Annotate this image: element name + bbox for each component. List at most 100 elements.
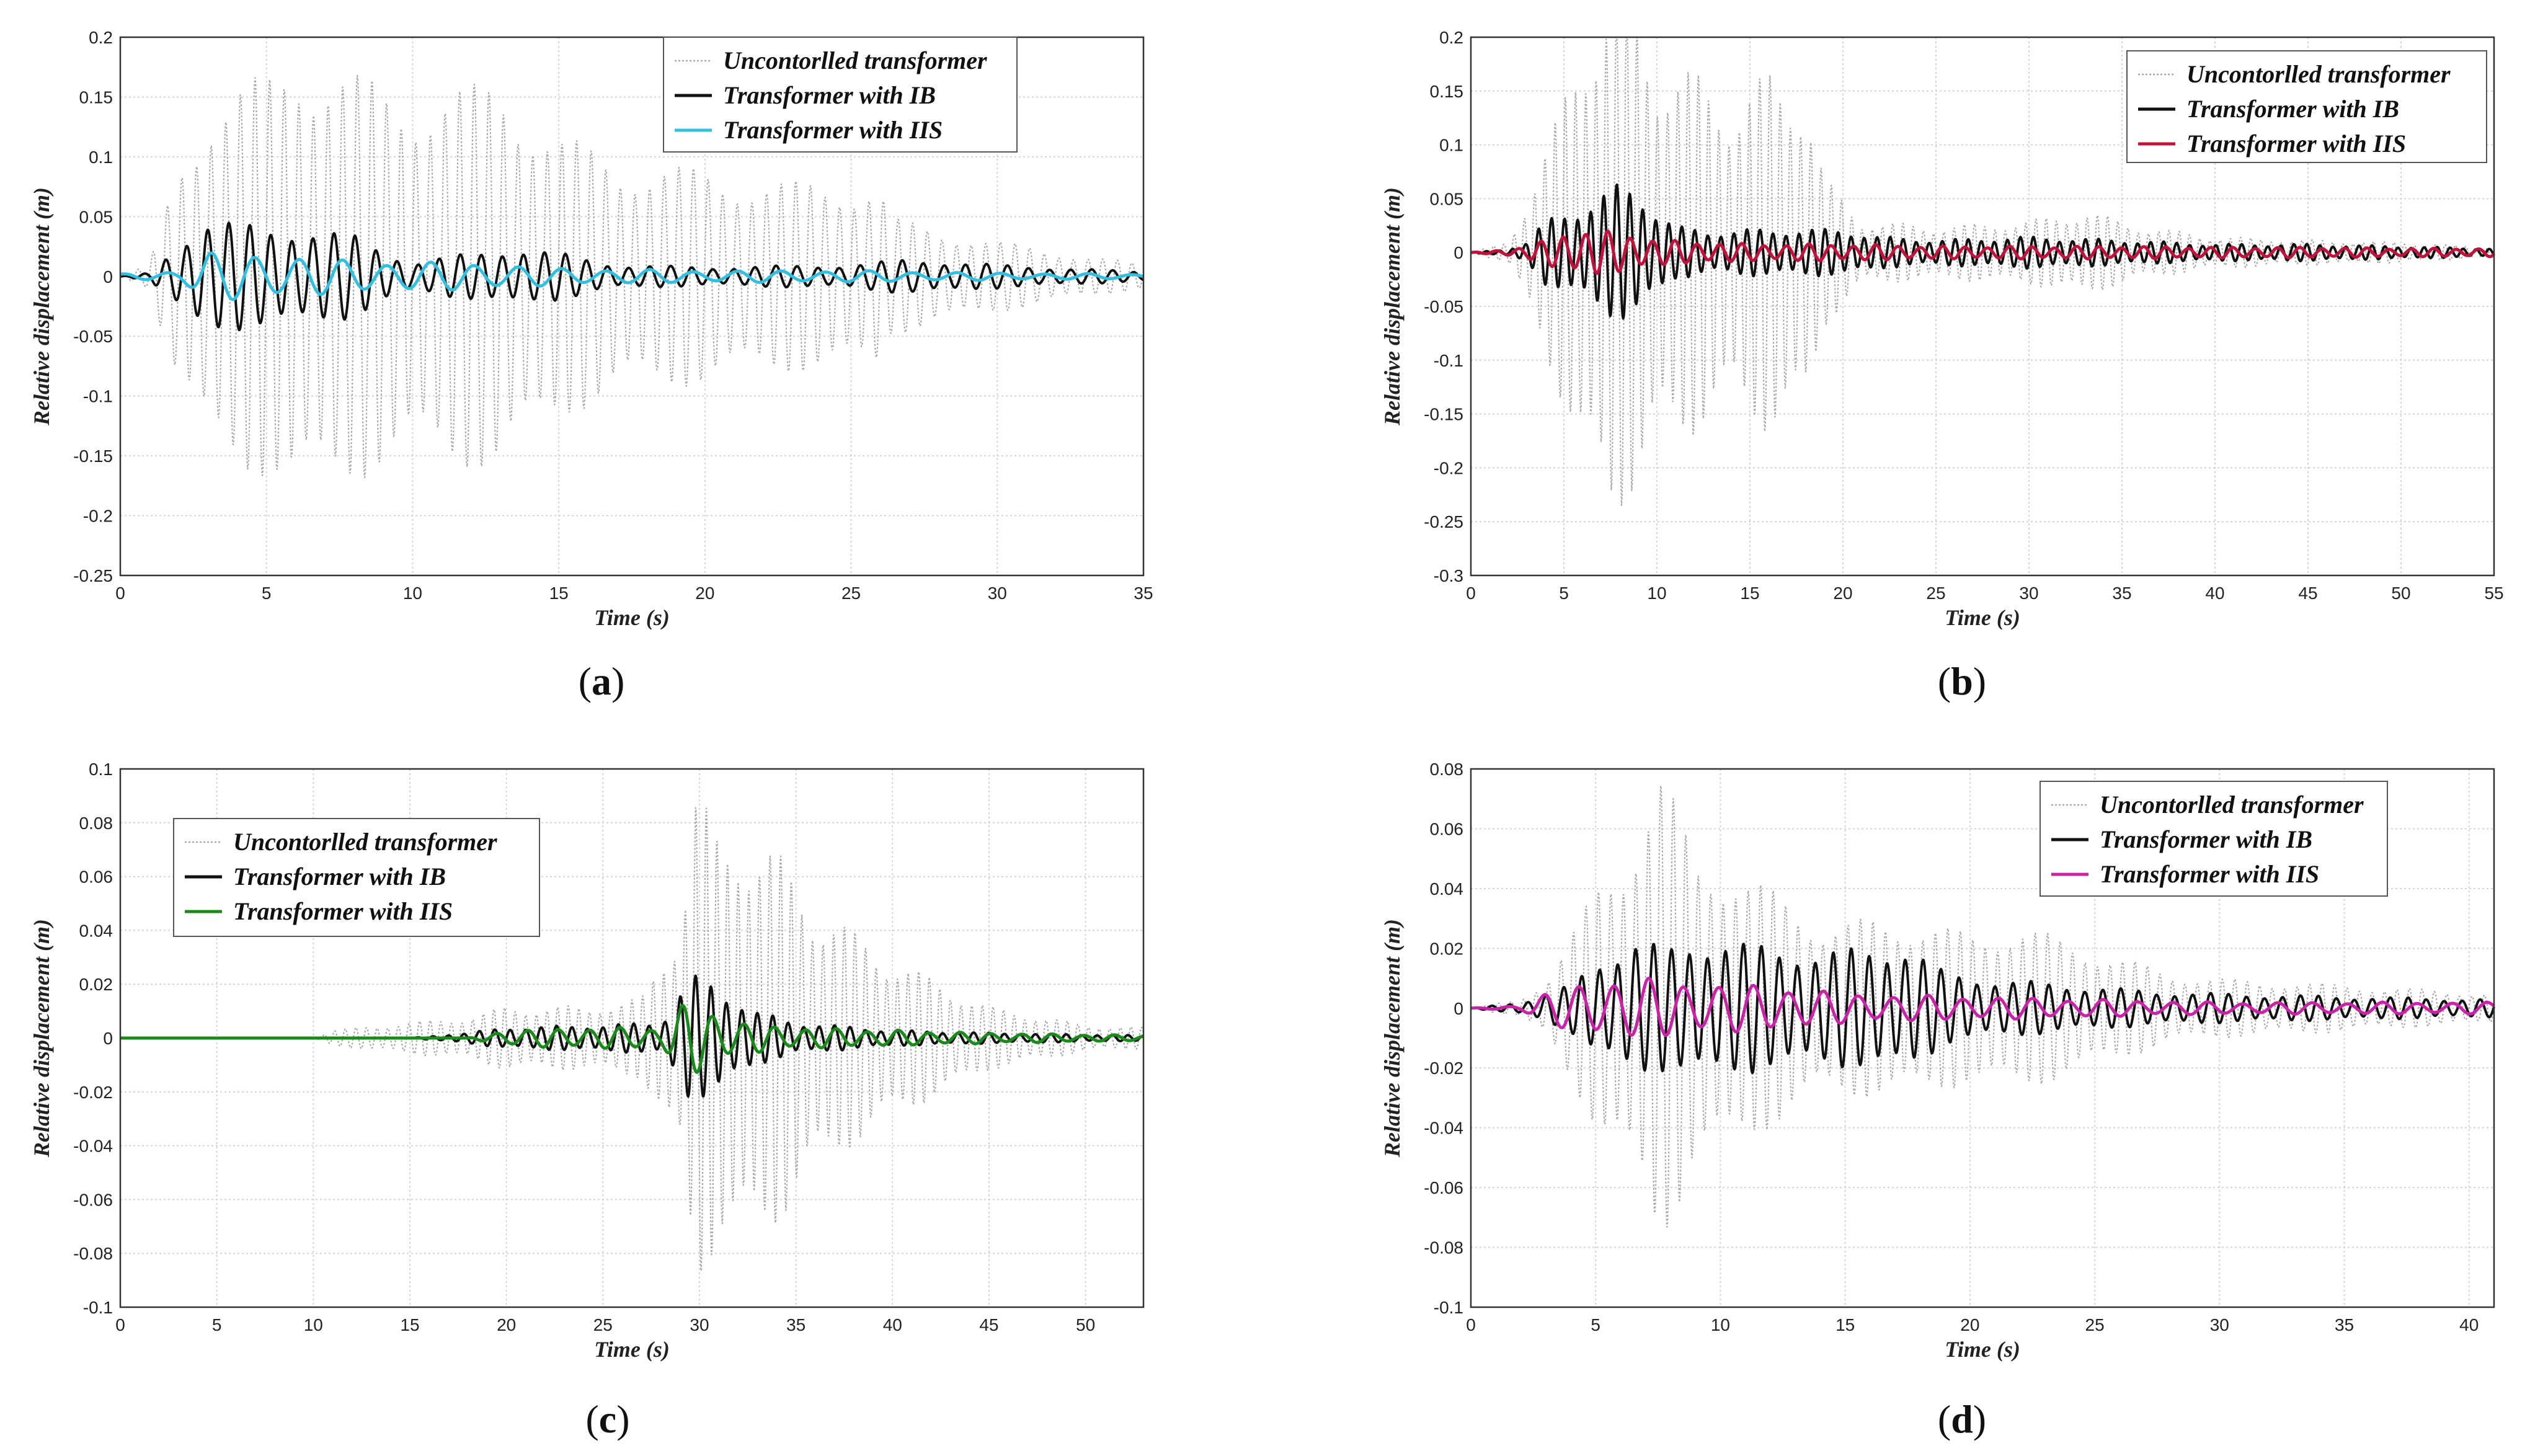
chart-panel-a: 0 5 10 15 20 25 30 35 -0.25 -0.2 -0.15 -0.1 -0.05 0 0.… — [29, 28, 1153, 703]
chart-panel-c: 0 5 10 15 20 25 30 35 40 45 50 -0.1 -0.08 -0.06 -0.04 -… — [29, 760, 1145, 1441]
y-tick-label: 0.15 — [79, 87, 113, 107]
legend-label: Transformer with IIS — [2186, 130, 2406, 158]
y-tick-label: 0.1 — [89, 148, 113, 167]
x-tick-label: 15 — [400, 1315, 419, 1334]
x-axis-label: Time (s) — [1945, 605, 2020, 630]
series-line-ib — [1470, 183, 2495, 320]
series-line-uncontrolled — [120, 807, 1145, 1272]
plot-frame — [119, 768, 1145, 1308]
x-tick-label: 30 — [2019, 584, 2038, 603]
y-tick-label: -0.04 — [73, 1137, 113, 1156]
y-tick-label: -0.1 — [1434, 1298, 1463, 1317]
x-tick-label: 25 — [841, 584, 861, 603]
y-tick-label: -0.15 — [73, 446, 113, 466]
y-tick-label: 0.06 — [79, 868, 113, 887]
y-tick-label: -0.1 — [83, 387, 113, 406]
panel-caption: (d) — [1938, 1397, 1986, 1441]
x-tick-label: 20 — [1833, 584, 1852, 603]
series-line-iis — [1470, 977, 2495, 1037]
y-tick-label: 0 — [103, 1029, 113, 1048]
legend-label: Uncontorlled transformer — [233, 828, 497, 856]
x-tick-label: 50 — [2391, 584, 2410, 603]
y-tick-label: 0.2 — [89, 28, 113, 47]
y-axis-label: Relative displacement (m) — [1380, 187, 1405, 426]
y-tick-label: 0.08 — [1430, 760, 1464, 779]
x-axis-label: Time (s) — [594, 1337, 670, 1362]
x-tick-label: 40 — [883, 1315, 902, 1334]
x-tick-label: 35 — [2335, 1315, 2354, 1334]
series-line-iis — [119, 251, 1145, 301]
x-tick-label: 40 — [2459, 1315, 2479, 1334]
x-tick-label: 30 — [988, 584, 1007, 603]
y-tick-label: 0 — [103, 267, 113, 286]
y-tick-label: -0.08 — [73, 1244, 113, 1263]
x-tick-label: 35 — [2112, 584, 2131, 603]
legend-label: Transformer with IB — [233, 863, 446, 890]
y-tick-label: -0.02 — [1424, 1059, 1463, 1078]
legend-label: Uncontorlled transformer — [2186, 60, 2451, 88]
legend-label: Uncontorlled transformer — [723, 47, 987, 74]
y-axis-label: Relative displacement (m) — [1380, 919, 1405, 1158]
chart-panel-d: 0 5 10 15 20 25 30 35 40 -0.1 -0.08 -0.06 -0.04 -0.02… — [1380, 760, 2495, 1441]
legend-box — [2040, 781, 2388, 897]
x-tick-label: 15 — [1740, 584, 1759, 603]
series-line-uncontrolled — [1470, 784, 2495, 1228]
y-tick-label: -0.08 — [1424, 1238, 1463, 1258]
y-tick-label: 0.1 — [1439, 136, 1463, 155]
legend-label: Transformer with IIS — [233, 897, 453, 925]
x-tick-label: 0 — [1466, 1315, 1476, 1334]
legend-label: Transformer with IIS — [2100, 860, 2319, 888]
x-tick-label: 15 — [1835, 1315, 1855, 1334]
x-tick-label: 5 — [212, 1315, 222, 1334]
y-tick-label: -0.06 — [73, 1190, 113, 1209]
y-tick-label: -0.2 — [83, 507, 113, 526]
x-tick-label: 10 — [304, 1315, 323, 1334]
legend-label: Transformer with IIS — [723, 116, 943, 144]
legend-label: Transformer with IB — [2186, 95, 2399, 123]
x-tick-label: 15 — [549, 584, 569, 603]
x-tick-label: 5 — [262, 584, 272, 603]
legend-box — [663, 37, 1018, 153]
x-axis-label: Time (s) — [1945, 1337, 2020, 1362]
plot-frame — [1470, 768, 2495, 1308]
x-tick-label: 0 — [115, 584, 125, 603]
x-tick-label: 5 — [1591, 1315, 1600, 1334]
y-tick-label: -0.02 — [73, 1083, 113, 1102]
legend: Uncontorlled transformer Transformer with… — [173, 818, 540, 937]
y-tick-label: 0.15 — [1430, 82, 1464, 101]
x-tick-label: 5 — [1559, 584, 1569, 603]
y-tick-label: -0.25 — [73, 566, 113, 585]
y-tick-label: -0.04 — [1424, 1119, 1463, 1138]
y-tick-label: -0.1 — [83, 1298, 113, 1317]
x-tick-label: 40 — [2205, 584, 2224, 603]
y-tick-label: 0.06 — [1430, 819, 1464, 838]
y-tick-label: 0.02 — [79, 975, 113, 994]
legend-box — [2126, 50, 2487, 163]
y-tick-label: 0 — [1454, 999, 1463, 1018]
x-tick-label: 0 — [115, 1315, 125, 1334]
x-tick-label: 25 — [2085, 1315, 2105, 1334]
y-tick-label: -0.15 — [1424, 405, 1463, 424]
x-tick-label: 45 — [2298, 584, 2317, 603]
x-tick-label: 55 — [2484, 584, 2503, 603]
x-tick-label: 25 — [1926, 584, 1945, 603]
legend: Uncontorlled transformer Transformer with… — [2126, 50, 2487, 163]
x-axis-label: Time (s) — [594, 605, 670, 630]
legend: Uncontorlled transformer Transformer with… — [2040, 781, 2388, 897]
legend: Uncontorlled transformer Transformer with… — [663, 37, 1018, 153]
x-tick-label: 0 — [1466, 584, 1476, 603]
y-tick-label: 0.04 — [1430, 879, 1464, 899]
panel-caption: (a) — [579, 659, 625, 703]
series-line-iis — [1470, 229, 2495, 275]
x-tick-label: 50 — [1076, 1315, 1095, 1334]
x-tick-label: 35 — [1134, 584, 1153, 603]
x-tick-label: 30 — [690, 1315, 709, 1334]
series-line-ib — [119, 221, 1145, 332]
legend-box — [173, 818, 540, 937]
x-tick-label: 10 — [1711, 1315, 1730, 1334]
y-tick-label: 0.02 — [1430, 939, 1464, 958]
x-tick-label: 45 — [979, 1315, 998, 1334]
x-tick-label: 20 — [497, 1315, 516, 1334]
y-tick-label: 0 — [1454, 243, 1463, 262]
